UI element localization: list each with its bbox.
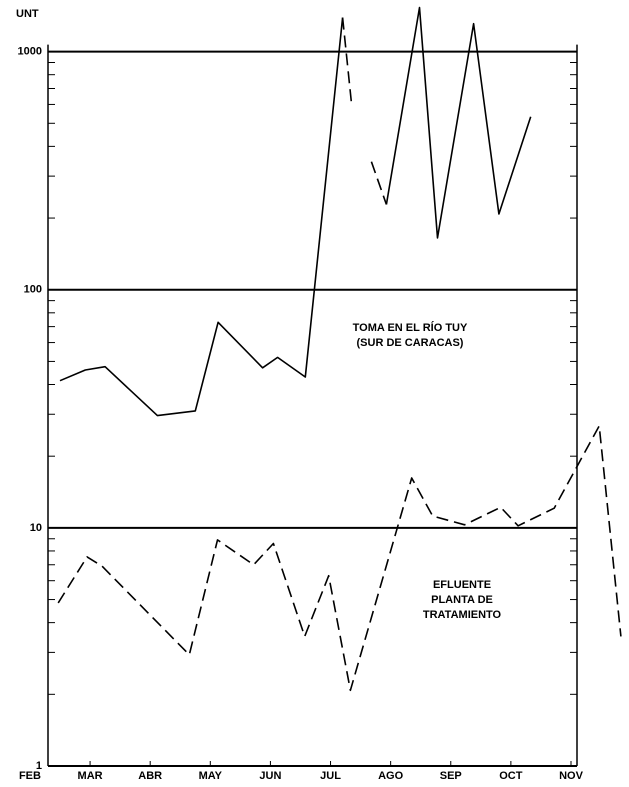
data-line bbox=[59, 6, 532, 417]
annotation: PLANTA DE bbox=[431, 594, 493, 606]
x-tick-label: MAR bbox=[78, 770, 103, 782]
y-tick-label: 10 bbox=[30, 522, 42, 534]
y-axis-label: UNT bbox=[16, 8, 39, 20]
x-tick-label: JUL bbox=[320, 770, 341, 782]
annotation: EFLUENTE bbox=[433, 579, 491, 591]
x-tick-label: ABR bbox=[138, 770, 162, 782]
y-tick-label: 1000 bbox=[18, 46, 42, 58]
x-tick-label: SEP bbox=[440, 770, 462, 782]
x-tick-label: OCT bbox=[499, 770, 523, 782]
data-line bbox=[341, 17, 388, 205]
x-tick-label: MAY bbox=[199, 770, 223, 782]
x-tick-label: FEB bbox=[19, 770, 41, 782]
x-tick-label: JUN bbox=[259, 770, 281, 782]
y-tick-label: 100 bbox=[24, 284, 42, 296]
annotation: TOMA EN EL RÍO TUY bbox=[353, 321, 468, 334]
x-tick-label: NOV bbox=[559, 770, 584, 782]
annotation: (SUR DE CARACAS) bbox=[357, 337, 464, 349]
data-line bbox=[57, 425, 622, 692]
y-tick-label: 1 bbox=[36, 760, 42, 772]
x-tick-label: AGO bbox=[378, 770, 404, 782]
annotation: TRATAMIENTO bbox=[423, 609, 502, 621]
